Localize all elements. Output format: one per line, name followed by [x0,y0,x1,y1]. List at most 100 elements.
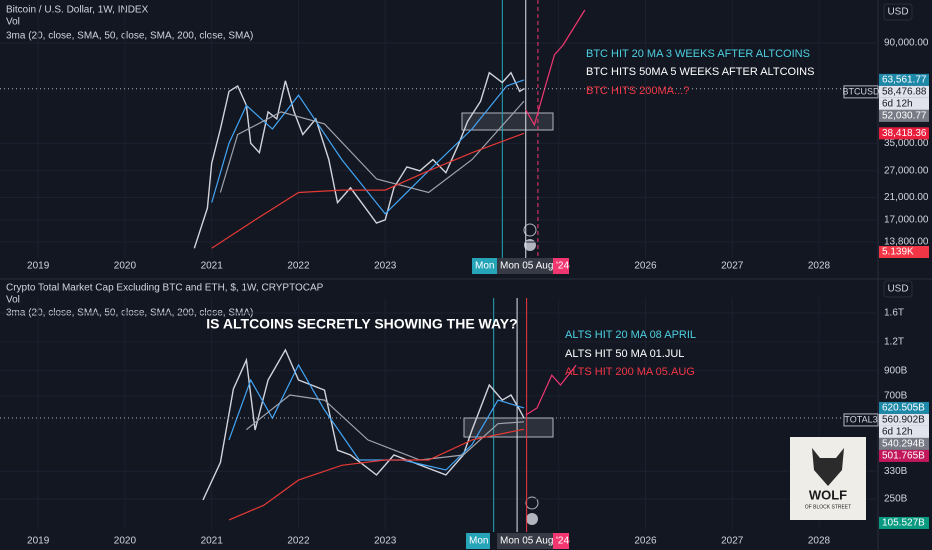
price-tag [879,401,929,414]
crosshair-label: '24 [556,261,569,272]
last-price-label: 560.902B [882,415,925,426]
y-tick-label: 17,000.00 [884,215,929,226]
y-tick-label: 1.2T [884,336,904,347]
annotation: ALTS HIT 200 MA 05.AUG [565,366,695,378]
chart-title: Crypto Total Market Cap Excluding BTC an… [6,283,324,294]
last-price-label: 58,476.88 [882,87,927,98]
annotation: IS ALTCOINS SECRETLY SHOWING THE WAY? [206,316,517,332]
crosshair-label: Mon 05 Aug '24 [500,261,570,272]
symbol-tag [843,413,879,427]
series-line [525,9,586,127]
y-tick-label: 330B [884,466,908,477]
crosshair-box [466,533,490,549]
y-tick-label: 13,800.00 [884,237,929,248]
x-tick-label: 2027 [721,536,744,547]
price-tag [879,437,929,450]
crosshair-label: '24 [556,536,569,547]
x-tick-label: 2021 [201,261,224,272]
crosshair-label: Mon 05 Aug '24 [500,536,570,547]
y-tick-label: 250B [884,494,908,505]
x-tick-label: 2027 [721,261,744,272]
price-tag [879,73,929,86]
logo-title: WOLF [809,487,847,502]
x-tick-label: 2023 [374,261,397,272]
x-tick-label: 2019 [27,536,50,547]
currency-label: USD [887,7,908,18]
event-icon [526,513,538,525]
symbol-label: BTCUSD [842,86,880,96]
series-line [246,394,525,461]
x-tick-label: 2020 [114,261,137,272]
y-tick-label: 27,000.00 [884,165,929,176]
countdown-box [879,425,929,438]
crosshair-box [472,258,497,274]
crosshair-box [553,533,569,549]
price-tag [879,127,929,140]
zone-box [461,112,554,131]
symbol-label: TOTAL3 [844,414,877,424]
indicator-label: 3ma (20, close, SMA, 50, close, SMA, 200… [6,31,253,42]
x-tick-label: 2026 [634,536,657,547]
series-line [228,363,525,471]
x-tick-label: 2026 [634,261,657,272]
series-line [211,132,525,249]
y-tick-label: 900B [884,365,908,376]
x-tick-label: 2028 [808,536,831,547]
price-tag [879,109,929,122]
crosshair-label: Mon [475,261,494,272]
volume-tag [879,246,929,258]
y-tick-label: 700B [884,390,908,401]
series-line [228,428,525,521]
annotation: BTC HIT 20 MA 3 WEEKS AFTER ALTCOINS [586,48,810,60]
annotation: ALTS HIT 50 MA 01.JUL [565,348,684,360]
crosshair-label: Mon [469,536,488,547]
price-tag-label: 501.765B [882,451,925,462]
crosshair-box [497,258,553,274]
annotation: BTC HITS 200MA...? [586,85,689,97]
price-tag-label: 52,030.77 [882,111,927,122]
series-line [219,100,525,194]
countdown-box [879,97,929,110]
crosshair-box [497,533,553,549]
x-tick-label: 2022 [287,261,310,272]
price-tag-label: 620.505B [882,403,925,414]
indicator-label: Vol [6,295,20,306]
price-tag [879,449,929,462]
series-line [525,364,577,416]
x-tick-label: 2022 [287,536,310,547]
y-tick-label: 90,000.00 [884,38,929,49]
x-tick-label: 2028 [808,261,831,272]
x-tick-label: 2023 [374,536,397,547]
currency-label: USD [887,284,908,295]
x-tick-label: 2019 [27,261,50,272]
last-price-tag [879,85,929,98]
currency-button[interactable] [883,3,913,21]
x-tick-label: 2021 [201,536,224,547]
indicator-label: Vol [6,17,20,28]
symbol-tag [843,85,879,99]
event-icon [525,496,539,510]
series-line [202,348,525,501]
price-tag-label: 38,418.36 [882,128,927,139]
y-tick-label: 35,000.00 [884,138,929,149]
zone-box [463,417,554,438]
last-price-tag [879,413,929,426]
annotation: BTC HITS 50MA 5 WEEKS AFTER ALTCOINS [586,66,814,78]
volume-label: 105.527B [882,518,925,529]
logo-wolf [812,448,844,486]
currency-button[interactable] [883,280,913,298]
volume-tag [879,517,929,529]
series-line [193,71,525,249]
y-tick-label: 1.6T [884,308,904,319]
series-line [211,79,525,215]
x-tick-label: 2020 [114,536,137,547]
countdown: 6d 12h [882,99,913,110]
price-tag-label: 540.294B [882,439,925,450]
chart-title: Bitcoin / U.S. Dollar, 1W, INDEX [6,5,149,16]
y-tick-label: 21,000.00 [884,192,929,203]
crosshair-box [553,258,569,274]
price-tag-label: 63,561.77 [882,75,927,86]
annotation: ALTS HIT 20 MA 08 APRIL [565,329,696,341]
